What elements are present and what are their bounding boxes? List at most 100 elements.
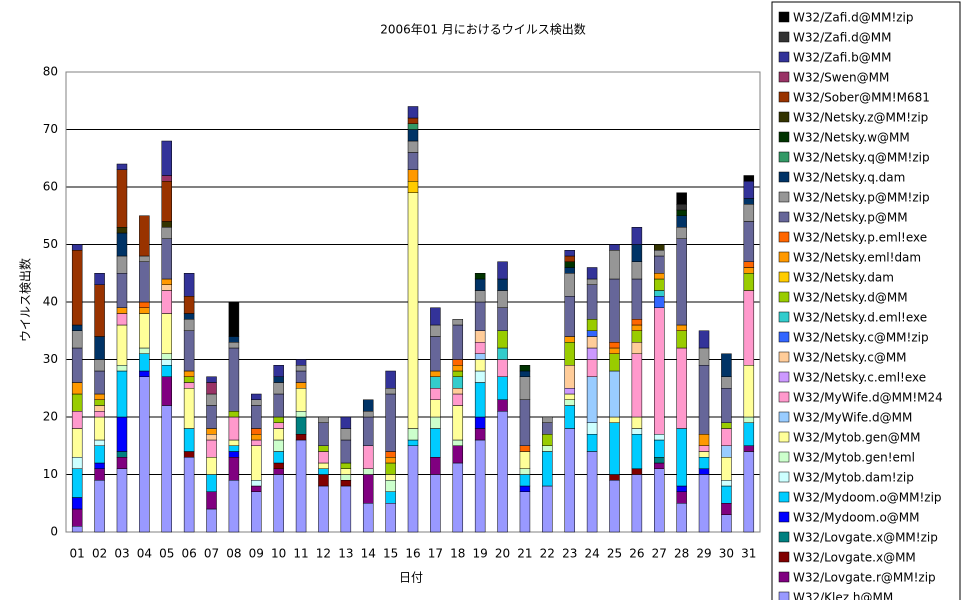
bar-segment xyxy=(452,462,464,533)
bar-segment xyxy=(139,353,150,372)
bar-segment xyxy=(609,244,620,251)
bar-segment xyxy=(497,278,508,291)
bar-segment xyxy=(251,434,262,441)
legend-box xyxy=(771,1,961,600)
bar-segment xyxy=(161,365,172,377)
bar-segment xyxy=(586,359,598,377)
bar-segment xyxy=(654,273,665,280)
bar-segment xyxy=(340,439,352,464)
bar-segment xyxy=(340,480,352,487)
bar-segment xyxy=(273,428,284,441)
bar-segment xyxy=(631,227,643,245)
bar-segment xyxy=(430,474,441,533)
bar-segment xyxy=(340,468,352,475)
bar-segment xyxy=(452,445,464,464)
legend-label: W32/Netsky.c@MM xyxy=(793,351,907,365)
bar-segment xyxy=(564,342,575,366)
legend-swatch xyxy=(778,411,790,423)
x-tick-label: 03 xyxy=(114,547,129,561)
bar-segment xyxy=(519,485,531,492)
legend-swatch xyxy=(778,211,790,223)
bar-segment xyxy=(676,324,687,331)
bar-segment xyxy=(586,319,598,331)
bar-segment xyxy=(273,382,284,395)
legend-swatch xyxy=(778,391,790,403)
bar-segment xyxy=(542,445,553,452)
bar-segment xyxy=(94,336,105,360)
bar-segment xyxy=(94,468,105,481)
legend-swatch xyxy=(778,491,790,503)
bar-segment xyxy=(295,365,307,372)
x-tick-label: 07 xyxy=(204,547,219,561)
bar-segment xyxy=(407,117,419,124)
bar-segment xyxy=(676,491,687,504)
bar-segment xyxy=(519,365,531,372)
bar-segment xyxy=(183,313,195,320)
bar-segment xyxy=(71,324,83,331)
bar-segment xyxy=(407,123,419,130)
x-tick-label: 10 xyxy=(271,547,286,561)
bar-segment xyxy=(161,140,172,176)
x-tick-label: 26 xyxy=(629,547,644,561)
x-tick-label: 24 xyxy=(584,547,599,561)
bar-segment xyxy=(654,278,665,291)
bar-segment xyxy=(407,152,419,170)
legend-label: W32/Swen@MM xyxy=(793,71,889,85)
bar-segment xyxy=(631,324,643,331)
x-tick-label: 27 xyxy=(652,547,667,561)
bar-segment xyxy=(497,330,508,349)
bar-segment xyxy=(564,399,575,406)
legend-swatch xyxy=(778,171,790,183)
bar-segment xyxy=(497,376,508,400)
chart-title: 2006年01 月におけるウイルス検出数 xyxy=(380,22,586,37)
legend-label: W32/Mytob.dam!zip xyxy=(793,471,914,485)
legend-label: W32/Zafi.b@MM xyxy=(793,51,891,65)
bar-segment xyxy=(654,307,665,435)
bar-segment xyxy=(206,474,217,492)
bar-segment xyxy=(273,376,284,383)
bar-segment xyxy=(743,451,755,533)
legend-swatch xyxy=(778,51,790,63)
bar-segment xyxy=(273,439,284,452)
bar-segment xyxy=(251,428,262,435)
bar-segment xyxy=(474,428,486,441)
bar-segment xyxy=(721,480,732,487)
bar-segment xyxy=(295,439,307,533)
bar-segment xyxy=(631,468,643,475)
bar-segment xyxy=(71,244,83,251)
legend-swatch xyxy=(778,311,790,323)
bar-segment xyxy=(228,347,240,412)
bar-segment xyxy=(71,393,83,412)
bar-segment xyxy=(71,468,83,498)
x-tick-label: 06 xyxy=(181,547,196,561)
bar-segment xyxy=(497,307,508,331)
bar-segment xyxy=(362,399,374,412)
bar-segment xyxy=(161,353,172,360)
legend-swatch xyxy=(778,91,790,103)
bar-segment xyxy=(71,526,83,533)
bar-segment xyxy=(206,434,217,441)
bar-segment xyxy=(474,359,486,372)
bar-segment xyxy=(407,169,419,182)
legend-label: W32/Mydoom.o@MM!zip xyxy=(793,491,942,505)
bar-segment xyxy=(71,497,83,510)
bar-segment xyxy=(654,434,665,441)
x-tick-label: 16 xyxy=(405,547,420,561)
bar-segment xyxy=(273,393,284,418)
bar-segment xyxy=(161,278,172,285)
bar-segment xyxy=(698,451,710,458)
bar-segment xyxy=(654,296,665,308)
x-tick-label: 08 xyxy=(226,547,241,561)
bar-segment xyxy=(116,227,128,234)
legend-label: W32/Lovgate.x@MM xyxy=(793,551,916,565)
legend-swatch xyxy=(778,31,790,43)
bar-segment xyxy=(94,445,105,464)
bar-segment xyxy=(116,307,128,314)
bar-segment xyxy=(743,422,755,446)
bar-segment xyxy=(542,451,553,487)
bar-segment xyxy=(407,181,419,193)
bar-segment xyxy=(474,416,486,429)
legend-swatch xyxy=(778,151,790,163)
bar-segment xyxy=(251,480,262,487)
bar-segment xyxy=(743,198,755,205)
